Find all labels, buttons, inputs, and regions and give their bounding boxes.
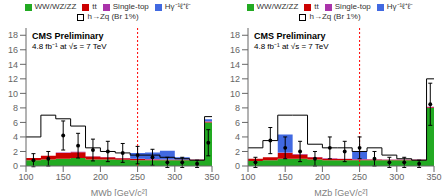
svg-text:350: 350 (426, 172, 436, 182)
html-text:tt: tt (314, 2, 319, 11)
svg-text:4: 4 (235, 132, 240, 142)
html-text:CMS Preliminary: CMS Preliminary (32, 31, 104, 41)
svg-text:250: 250 (352, 172, 367, 182)
svg-text:6: 6 (235, 118, 240, 128)
svg-text:10: 10 (230, 89, 240, 99)
svg-text:250: 250 (130, 172, 145, 182)
html-text:CMS Preliminary: CMS Preliminary (254, 31, 326, 41)
html-text:Hγ⁻¹ℓ⁺ℓ⁻: Hγ⁻¹ℓ⁺ℓ⁻ (164, 2, 192, 11)
html-text:tt: tt (92, 2, 97, 11)
svg-text:2: 2 (13, 147, 18, 157)
svg-text:14: 14 (230, 60, 240, 70)
svg-text:300: 300 (389, 172, 404, 182)
svg-text:MWb [GeV/c²]: MWb [GeV/c²] (91, 188, 148, 196)
svg-text:18: 18 (230, 30, 240, 40)
html-text:4.8 fb⁻¹ at √s = 7 TeV: 4.8 fb⁻¹ at √s = 7 TeV (32, 42, 107, 51)
html-text:Single-top: Single-top (112, 2, 149, 11)
svg-text:4: 4 (13, 132, 18, 142)
svg-text:0: 0 (13, 161, 18, 171)
svg-text:100: 100 (18, 172, 33, 182)
html-text:h→Zq (Br 1%): h→Zq (Br 1%) (87, 12, 139, 21)
svg-text:12: 12 (8, 74, 18, 84)
svg-text:12: 12 (230, 74, 240, 84)
svg-text:MZb [GeV/c²]: MZb [GeV/c²] (314, 188, 368, 196)
html-text:Hγ⁻¹ℓ⁺ℓ⁻: Hγ⁻¹ℓ⁺ℓ⁻ (386, 2, 414, 11)
svg-text:150: 150 (278, 172, 293, 182)
html-text:h→Zq (Br 1%): h→Zq (Br 1%) (309, 12, 361, 21)
svg-text:8: 8 (235, 103, 240, 113)
svg-text:8: 8 (13, 103, 18, 113)
svg-text:2: 2 (235, 147, 240, 157)
html-text:WW/WZ/ZZ: WW/WZ/ZZ (34, 2, 77, 11)
svg-text:200: 200 (315, 172, 330, 182)
svg-text:100: 100 (240, 172, 255, 182)
svg-text:0: 0 (235, 161, 240, 171)
html-text:WW/WZ/ZZ: WW/WZ/ZZ (256, 2, 299, 11)
svg-text:6: 6 (13, 118, 18, 128)
svg-text:16: 16 (230, 45, 240, 55)
svg-text:300: 300 (167, 172, 182, 182)
svg-text:16: 16 (8, 45, 18, 55)
svg-text:200: 200 (93, 172, 108, 182)
svg-text:10: 10 (8, 89, 18, 99)
svg-text:14: 14 (8, 60, 18, 70)
svg-text:18: 18 (8, 30, 18, 40)
svg-text:350: 350 (204, 172, 219, 182)
svg-text:150: 150 (56, 172, 71, 182)
html-text:Single-top: Single-top (334, 2, 371, 11)
html-text:4.8 fb⁻¹ at √s = 7 TeV: 4.8 fb⁻¹ at √s = 7 TeV (254, 42, 329, 51)
